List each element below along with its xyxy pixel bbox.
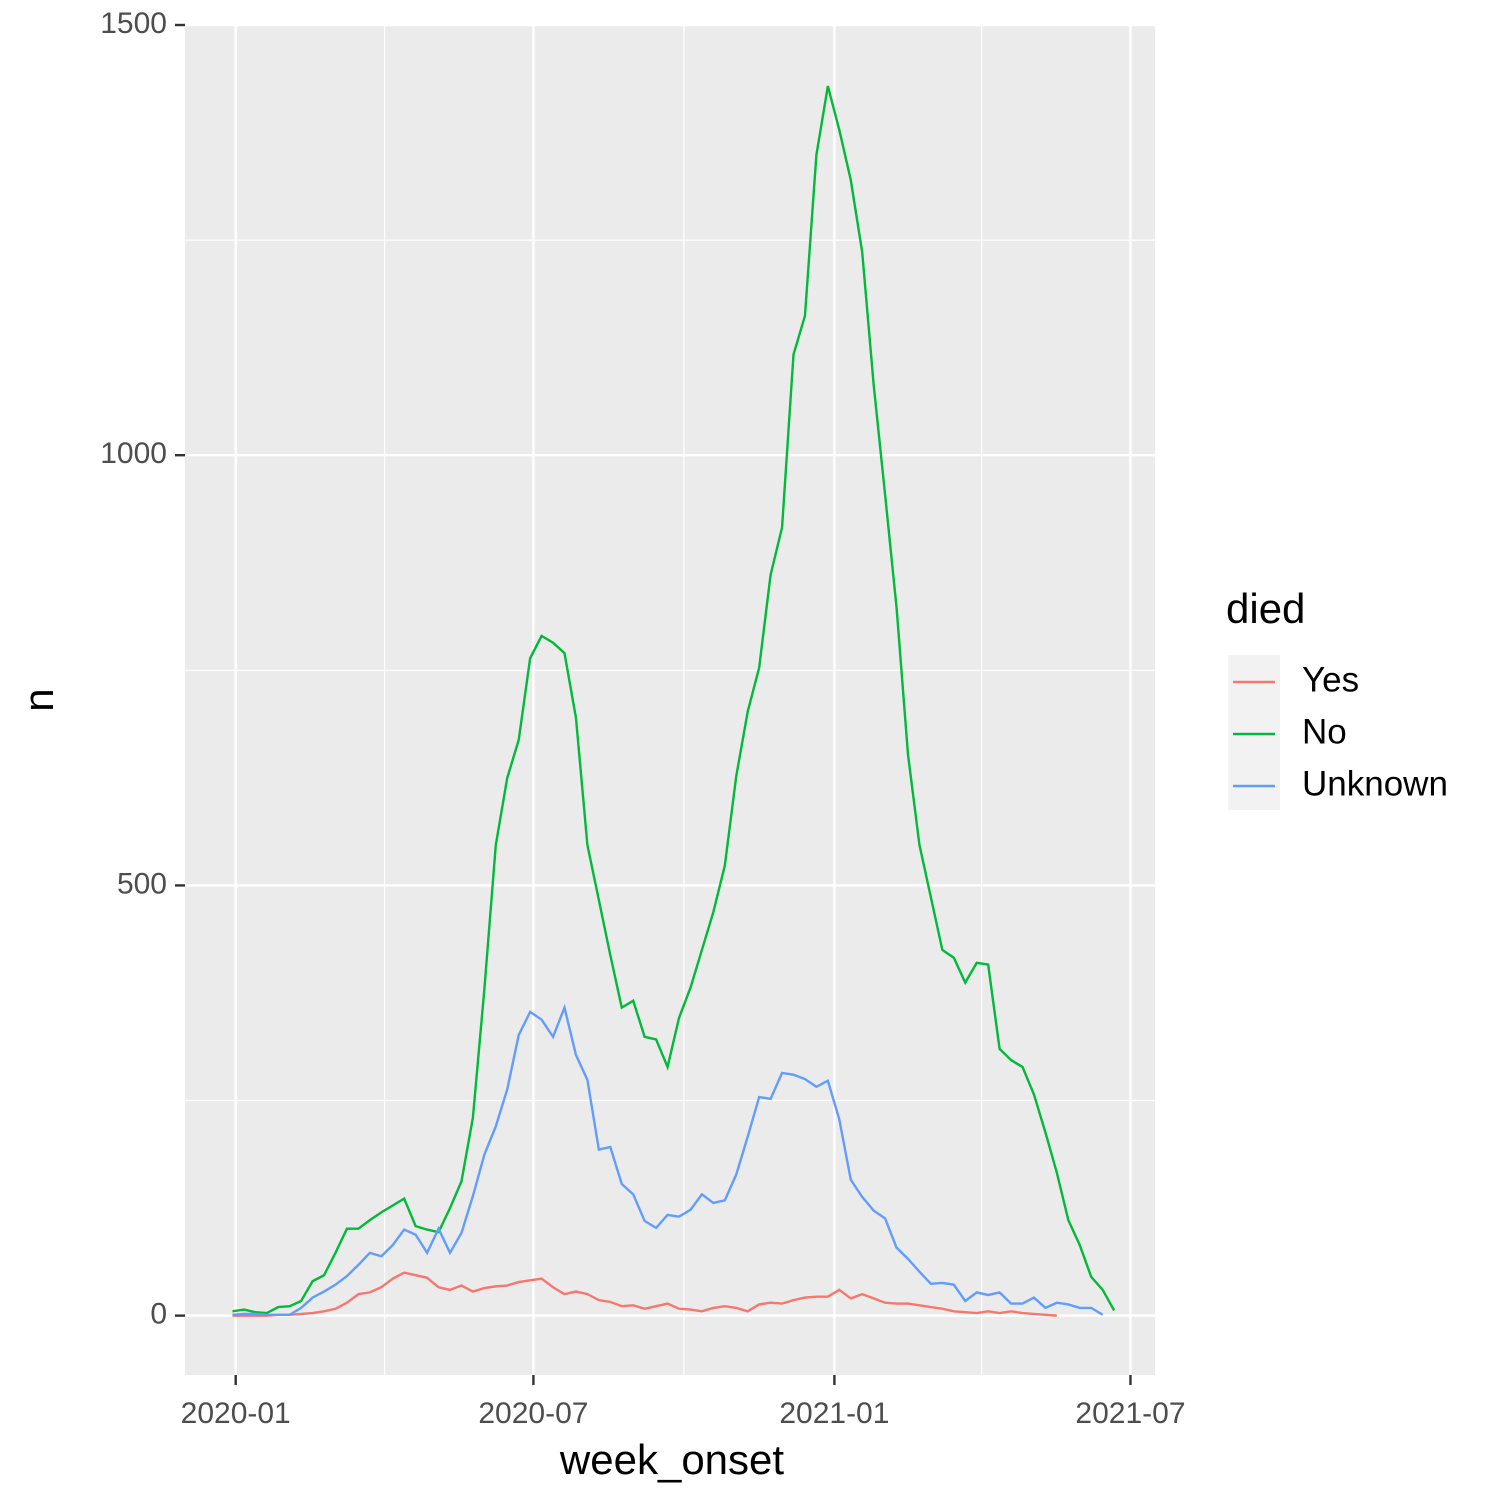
- panel: [185, 25, 1155, 1375]
- series-line: [232, 1271, 1057, 1317]
- x-axis-title: week_onset: [559, 1436, 784, 1483]
- y-tick-label: 1500: [100, 7, 167, 40]
- y-axis-title: n: [15, 688, 62, 711]
- x-tick-label: 2021-01: [779, 1397, 889, 1430]
- legend-title: died: [1226, 585, 1305, 632]
- x-tick-label: 2021-07: [1075, 1397, 1185, 1430]
- series-line: [232, 85, 1116, 1315]
- y-tick-label: 0: [150, 1298, 167, 1331]
- legend-label: Yes: [1302, 660, 1359, 699]
- x-tick-label: 2020-01: [181, 1397, 291, 1430]
- legend-label: No: [1302, 712, 1347, 751]
- legend-label: Unknown: [1302, 764, 1448, 803]
- y-tick-label: 1000: [100, 437, 167, 470]
- x-tick-label: 2020-07: [478, 1397, 588, 1430]
- y-tick-label: 500: [117, 867, 167, 900]
- series-line: [232, 1003, 1104, 1316]
